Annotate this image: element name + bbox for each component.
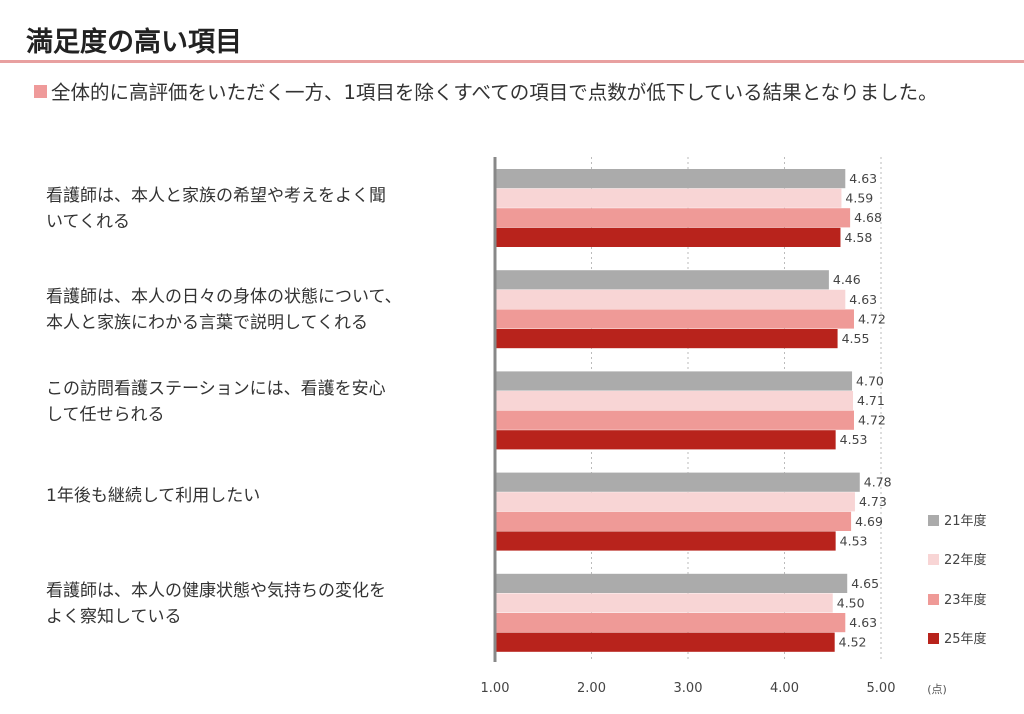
x-tick-label: 1.00 [481, 681, 510, 696]
legend-label: 21年度 [944, 514, 987, 529]
legend-swatch [928, 515, 939, 526]
legend-label: 23年度 [944, 593, 987, 608]
bar [495, 472, 860, 492]
x-tick-label: 5.00 [867, 681, 896, 696]
bar [495, 188, 842, 208]
legend-item: 22年度 [928, 549, 987, 568]
data-label: 4.72 [858, 311, 886, 326]
legend-item: 23年度 [928, 589, 987, 608]
x-unit-label: (点) [927, 683, 947, 696]
legend-label: 22年度 [944, 553, 987, 568]
legend-swatch [928, 554, 939, 565]
bar [495, 309, 854, 329]
data-label: 4.53 [840, 533, 868, 548]
page-title: 満足度の高い項目 [26, 27, 242, 58]
data-label: 4.59 [845, 191, 873, 206]
data-label: 4.55 [842, 331, 870, 346]
data-label: 4.73 [859, 494, 887, 509]
bar [495, 410, 854, 430]
x-tick-label: 3.00 [674, 681, 703, 696]
category-label: 看護師は、本人の健康状態や気持ちの変化を よく察知している [46, 581, 386, 627]
bullet-icon [34, 85, 47, 98]
title-divider [0, 60, 1024, 63]
data-label: 4.72 [858, 413, 886, 428]
bar [495, 573, 848, 593]
category-label: 1年後も継続して利用したい [46, 486, 261, 506]
bar [495, 511, 852, 531]
category-label: この訪問看護ステーションには、看護を安心 して任せられる [46, 379, 386, 425]
legend-label: 25年度 [944, 632, 987, 647]
data-label: 4.53 [840, 432, 868, 447]
category-label: 看護師は、本人と家族の希望や考えをよく聞 いてくれる [46, 186, 386, 232]
bar [495, 391, 854, 411]
bar [495, 270, 829, 290]
bar [495, 227, 841, 247]
legend-item: 25年度 [928, 628, 987, 647]
data-label: 4.68 [854, 210, 882, 225]
data-label: 4.46 [833, 272, 861, 287]
data-label: 4.71 [857, 393, 885, 408]
bar [495, 208, 851, 228]
x-tick-label: 4.00 [770, 681, 799, 696]
data-label: 4.63 [849, 171, 877, 186]
data-label: 4.78 [864, 475, 892, 490]
data-label: 4.65 [851, 576, 879, 591]
data-label: 4.50 [837, 595, 865, 610]
subtitle-text: 全体的に高評価をいただく一方、1項目を除くすべての項目で点数が低下している結果と… [51, 81, 938, 104]
legend-swatch [928, 594, 939, 605]
bar [495, 531, 836, 551]
bar [495, 329, 838, 349]
bar [495, 613, 846, 633]
legend-swatch [928, 633, 939, 644]
data-label: 4.58 [844, 230, 872, 245]
data-label: 4.63 [849, 615, 877, 630]
bar [495, 492, 855, 512]
bar [495, 169, 846, 189]
bar [495, 289, 846, 309]
bar [495, 632, 835, 652]
category-label: 看護師は、本人の日々の身体の状態について、 本人と家族にわかる言葉で説明してくれる [46, 287, 402, 333]
data-label: 4.69 [855, 514, 883, 529]
x-tick-label: 2.00 [577, 681, 606, 696]
data-label: 4.52 [839, 635, 867, 650]
subtitle: 全体的に高評価をいただく一方、1項目を除くすべての項目で点数が低下している結果と… [34, 78, 1004, 108]
data-label: 4.63 [849, 292, 877, 307]
bar [495, 593, 833, 613]
data-label: 4.70 [856, 373, 884, 388]
legend-item: 21年度 [928, 510, 987, 529]
bar [495, 430, 836, 450]
bar [495, 371, 853, 391]
